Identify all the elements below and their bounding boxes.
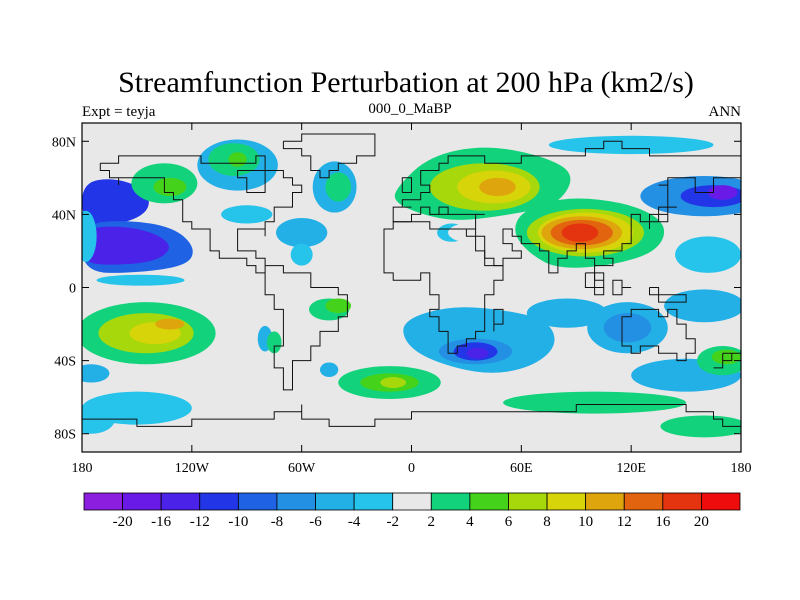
x-axis: 180 120W 60W 0 60E 120E 180 (72, 123, 752, 476)
contour-region (153, 177, 187, 197)
colorbar-swatch (430, 492, 471, 511)
x-tick-label: 120W (175, 461, 210, 476)
coastline (621, 308, 696, 362)
contour-region (711, 349, 741, 365)
coastline (584, 272, 605, 296)
colorbar-swatch (199, 492, 239, 511)
coastline (82, 404, 741, 427)
left-string: Expt = teyja (82, 104, 156, 120)
colorbar-label: 4 (466, 514, 474, 530)
coastlines (82, 133, 741, 427)
x-tick-label: 180 (72, 461, 93, 476)
coastline (612, 279, 632, 296)
coastline (383, 221, 504, 354)
colorbar-label: 2 (428, 514, 436, 530)
colorbar-swatch (392, 492, 432, 511)
y-tick-label: 0 (69, 282, 76, 297)
coastline (493, 308, 504, 332)
contour-region (266, 331, 282, 354)
contour-region (155, 318, 185, 330)
x-tick-label: 60W (288, 461, 316, 476)
x-tick-label: 60E (510, 461, 533, 476)
colorbar-label: -4 (348, 514, 361, 530)
contour-region (603, 313, 652, 343)
contour-region (82, 179, 149, 226)
contour-region (325, 172, 352, 202)
contour-region (325, 298, 352, 314)
colorbar-swatch (237, 492, 278, 511)
colorbar-label: 8 (543, 514, 551, 530)
x-tick-label: 180 (731, 461, 752, 476)
contour-region (290, 243, 313, 266)
colorbar-label: 10 (578, 514, 593, 530)
coastline (392, 140, 741, 222)
colorbar-swatch (469, 492, 509, 511)
contour-field (82, 135, 741, 438)
contour-region (526, 298, 608, 328)
contour-region (82, 391, 192, 425)
contour-region (82, 226, 169, 265)
contour-region (228, 152, 247, 167)
coastline (282, 133, 376, 179)
contour-region (660, 415, 741, 438)
colorbar-swatch (546, 492, 587, 511)
coastline (713, 352, 741, 369)
colorbar-swatch (160, 492, 201, 511)
colorbar-swatch (83, 492, 123, 511)
colorbar-swatch (315, 492, 355, 511)
colorbar-label: -12 (190, 514, 210, 530)
colorbar-label: -16 (151, 514, 171, 530)
contour-region (466, 347, 489, 359)
contour-region (319, 362, 339, 378)
coastline (649, 287, 687, 303)
colorbar-label: 20 (694, 514, 709, 530)
colorbar-label: 16 (655, 514, 671, 530)
contour-region (479, 177, 516, 197)
colorbar-label: -8 (271, 514, 284, 530)
right-string: ANN (709, 104, 742, 120)
colorbar-swatch (122, 492, 162, 511)
coastline (649, 206, 677, 229)
contour-region (276, 218, 328, 248)
chart-title: Streamfunction Perturbation at 200 hPa (… (118, 66, 694, 99)
y-tick-label: 80S (54, 428, 76, 443)
contour-region (561, 223, 599, 242)
colorbar-swatch (508, 492, 548, 511)
coastline (99, 155, 348, 391)
colorbar-swatch (701, 492, 741, 511)
y-axis: 80N 40N 0 40S 80S (52, 135, 741, 443)
x-tick-label: 0 (408, 461, 415, 476)
colorbar-label: -6 (309, 514, 322, 530)
colorbar-label: 12 (617, 514, 632, 530)
colorbar-swatch (276, 492, 316, 511)
colorbar-label: 6 (505, 514, 513, 530)
coastline (401, 177, 412, 193)
colorbar: -20 -16 -12 -10 -8 -6 -4 -2 2 4 6 8 10 12 16 20 (83, 492, 741, 530)
contour-region (548, 135, 714, 155)
y-tick-label: 40N (52, 208, 76, 223)
contour-region (708, 185, 738, 200)
contour-region (380, 377, 407, 389)
colorbar-label: -10 (228, 514, 248, 530)
colorbar-label: -2 (386, 514, 399, 530)
contour-region (503, 391, 687, 414)
x-tick-label: 120E (616, 461, 646, 476)
colorbar-swatch (585, 492, 625, 511)
colorbar-label: -20 (113, 514, 133, 530)
contour-region (96, 274, 185, 286)
y-tick-label: 80N (52, 135, 76, 150)
colorbar-swatch (662, 492, 702, 511)
y-tick-label: 40S (54, 355, 76, 370)
center-string: 000_0_MaBP (368, 101, 451, 117)
contour-region (82, 210, 97, 262)
contour-region (675, 236, 741, 273)
coastline (393, 170, 741, 288)
contour-region (420, 247, 458, 262)
contour-region (82, 364, 110, 383)
colorbar-swatch (623, 492, 664, 511)
contour-region (664, 289, 741, 323)
contour-region (221, 205, 273, 224)
colorbar-swatch (353, 492, 394, 511)
